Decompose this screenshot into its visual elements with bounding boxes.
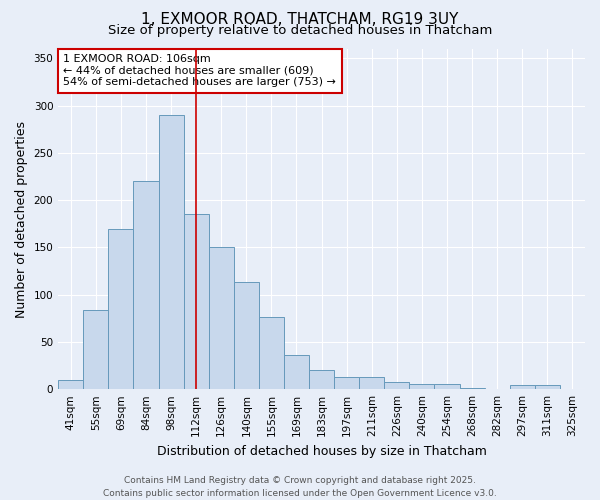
- Bar: [83, 310, 109, 389]
- Bar: [535, 386, 560, 389]
- Text: Size of property relative to detached houses in Thatcham: Size of property relative to detached ho…: [108, 24, 492, 37]
- Bar: [184, 214, 209, 389]
- Bar: [510, 386, 535, 389]
- Bar: [133, 182, 158, 389]
- Y-axis label: Number of detached properties: Number of detached properties: [15, 120, 28, 318]
- Bar: [434, 384, 460, 389]
- X-axis label: Distribution of detached houses by size in Thatcham: Distribution of detached houses by size …: [157, 444, 487, 458]
- Bar: [334, 377, 359, 389]
- Bar: [359, 377, 385, 389]
- Bar: [460, 388, 485, 389]
- Bar: [385, 382, 409, 389]
- Bar: [284, 355, 309, 389]
- Bar: [109, 228, 133, 389]
- Text: 1 EXMOOR ROAD: 106sqm
← 44% of detached houses are smaller (609)
54% of semi-det: 1 EXMOOR ROAD: 106sqm ← 44% of detached …: [64, 54, 337, 88]
- Bar: [409, 384, 434, 389]
- Bar: [209, 248, 234, 389]
- Text: 1, EXMOOR ROAD, THATCHAM, RG19 3UY: 1, EXMOOR ROAD, THATCHAM, RG19 3UY: [142, 12, 458, 28]
- Bar: [58, 380, 83, 389]
- Text: Contains HM Land Registry data © Crown copyright and database right 2025.
Contai: Contains HM Land Registry data © Crown c…: [103, 476, 497, 498]
- Bar: [259, 318, 284, 389]
- Bar: [234, 282, 259, 389]
- Bar: [158, 115, 184, 389]
- Bar: [309, 370, 334, 389]
